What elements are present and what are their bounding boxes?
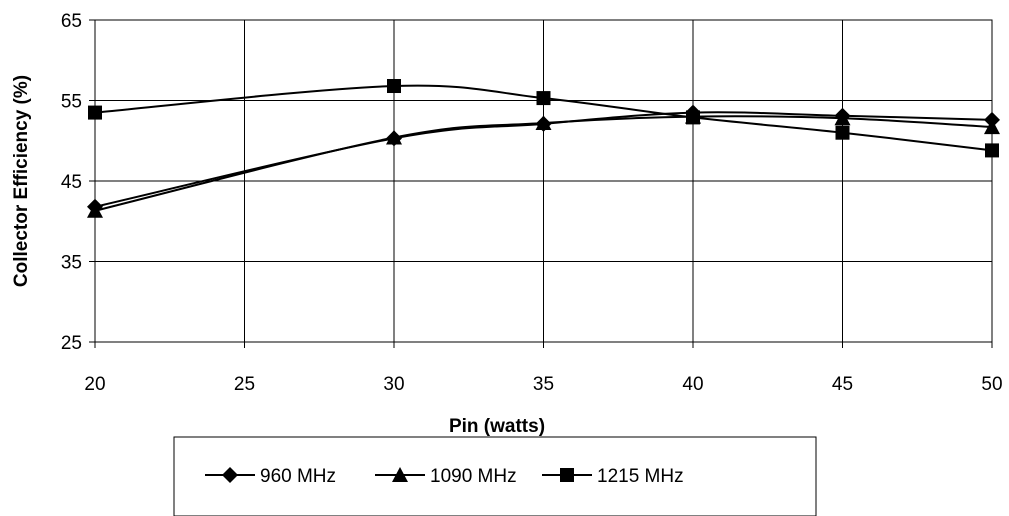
x-tick-label: 20: [84, 374, 105, 395]
series-line: [94, 115, 993, 212]
data-point-square: [835, 125, 850, 140]
legend-label: 1090 MHz: [430, 466, 517, 487]
legend-marker-triangle: [392, 467, 408, 482]
x-tick-label: 45: [832, 374, 853, 395]
legend-box: [173, 436, 817, 516]
x-tick-label: 25: [234, 374, 255, 395]
series-lines: [94, 84, 993, 212]
y-tick-label: 55: [61, 92, 82, 113]
x-tick-label: 40: [682, 374, 703, 395]
x-axis-ticks: 20 25 30 35 40 45 50: [84, 342, 1003, 395]
y-tick-label: 25: [61, 333, 82, 354]
data-point-square: [985, 143, 999, 158]
data-point-triangle: [535, 115, 552, 131]
x-tick-label: 35: [533, 374, 554, 395]
data-point-square: [88, 105, 102, 120]
legend-marker-square: [560, 468, 574, 482]
data-point-triangle: [984, 119, 1000, 135]
y-tick-label: 35: [61, 253, 82, 274]
data-point-square: [686, 110, 700, 125]
x-axis-title: Pin (watts): [449, 416, 545, 437]
data-point-triangle: [834, 110, 851, 126]
data-point-square: [536, 91, 551, 106]
legend-marker-diamond: [222, 467, 238, 483]
y-axis-ticks: 25 35 45 55 65: [61, 11, 95, 354]
y-tick-label: 45: [61, 172, 82, 193]
x-tick-label: 30: [383, 374, 404, 395]
legend-label: 960 MHz: [260, 466, 336, 487]
data-point-triangle: [386, 129, 402, 145]
series-line: [94, 84, 993, 152]
series-markers: [87, 79, 1000, 218]
x-tick-label: 50: [981, 374, 1002, 395]
y-axis-title: Collector Efficiency (%): [11, 75, 32, 287]
legend-label: 1215 MHz: [597, 466, 684, 487]
y-tick-label: 65: [61, 11, 82, 32]
grid: [95, 20, 992, 342]
legend: 960 MHz 1090 MHz 1215 MHz: [205, 466, 684, 487]
data-point-square: [387, 79, 401, 94]
data-point-triangle: [87, 202, 103, 218]
